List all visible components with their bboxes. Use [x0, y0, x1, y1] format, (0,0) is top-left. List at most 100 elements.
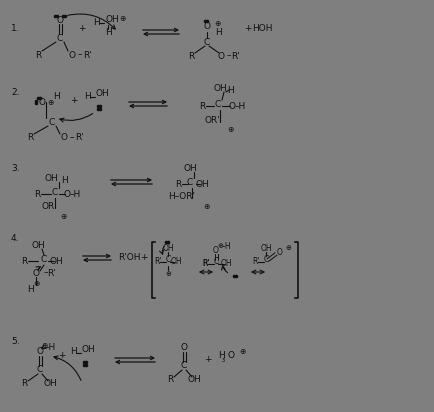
Text: R': R': [202, 260, 210, 269]
Text: 2.: 2.: [11, 87, 20, 96]
Text: H: H: [216, 28, 222, 37]
Text: O: O: [36, 347, 43, 356]
Text: O: O: [56, 16, 63, 24]
Text: R': R': [48, 269, 56, 278]
Text: C: C: [187, 178, 193, 187]
Text: 5.: 5.: [11, 337, 20, 346]
Text: +: +: [204, 356, 212, 365]
Text: R': R': [252, 258, 260, 267]
Text: R': R': [76, 133, 84, 143]
Text: –: –: [78, 51, 82, 59]
Text: R': R': [230, 52, 240, 61]
Text: O: O: [217, 52, 224, 61]
Text: ⊕: ⊕: [214, 19, 220, 28]
Text: ⊕: ⊕: [285, 245, 291, 251]
Text: R: R: [167, 375, 173, 384]
Text: OH: OH: [213, 84, 227, 93]
Text: +: +: [58, 351, 66, 360]
Text: ⊕: ⊕: [203, 201, 209, 211]
Text: ⊕: ⊕: [217, 243, 223, 249]
Text: H: H: [93, 17, 100, 26]
Text: ⊕: ⊕: [227, 126, 233, 134]
Text: –H: –H: [221, 241, 231, 250]
Text: OH: OH: [195, 180, 209, 189]
Text: ⊕: ⊕: [33, 279, 39, 288]
Text: H–OR': H–OR': [168, 192, 195, 201]
Text: +: +: [70, 96, 78, 105]
Text: +: +: [140, 253, 148, 262]
Text: ⊕: ⊕: [41, 342, 47, 351]
Text: ⊕: ⊕: [60, 211, 66, 220]
Text: R: R: [188, 52, 194, 61]
Text: C: C: [41, 255, 47, 264]
Text: C: C: [49, 117, 55, 126]
Text: C: C: [181, 361, 187, 370]
Text: C: C: [57, 33, 63, 42]
Text: –H: –H: [69, 190, 81, 199]
Text: OR': OR': [204, 115, 220, 124]
Text: OH: OH: [170, 258, 182, 267]
Text: O: O: [204, 21, 210, 30]
Text: +: +: [78, 23, 86, 33]
Text: H: H: [70, 347, 77, 356]
Text: OH: OH: [49, 257, 63, 265]
Text: H: H: [53, 91, 59, 101]
Text: R': R': [154, 258, 162, 267]
Text: C: C: [215, 100, 221, 108]
Text: O: O: [60, 133, 68, 143]
Text: O: O: [39, 98, 46, 106]
Text: OH: OH: [96, 89, 110, 98]
Text: OR': OR': [41, 201, 57, 211]
Text: C: C: [52, 187, 58, 197]
Text: OH: OH: [31, 241, 45, 250]
Text: 3.: 3.: [11, 164, 20, 173]
Text: –H: –H: [44, 344, 56, 353]
Text: –: –: [227, 52, 231, 61]
Text: C: C: [214, 258, 219, 267]
Text: OH: OH: [44, 173, 58, 183]
Text: R: R: [21, 257, 27, 265]
Text: R: R: [35, 51, 41, 59]
Text: OH: OH: [82, 344, 96, 353]
Text: –: –: [70, 133, 74, 143]
Text: R'OH: R'OH: [118, 253, 141, 262]
Text: ⊕: ⊕: [165, 271, 171, 277]
Text: OH: OH: [105, 14, 119, 23]
Text: H: H: [105, 28, 112, 37]
Text: R': R': [202, 260, 210, 269]
Text: –H: –H: [234, 101, 246, 110]
Text: O: O: [63, 190, 70, 199]
Text: R: R: [34, 190, 40, 199]
Text: O: O: [228, 351, 235, 360]
Text: 4.: 4.: [11, 234, 20, 243]
Text: O: O: [277, 248, 283, 257]
Text: HOH: HOH: [252, 23, 272, 33]
Text: H: H: [227, 86, 233, 94]
Text: R: R: [175, 180, 181, 189]
Text: O: O: [228, 101, 236, 110]
Text: R': R': [84, 51, 92, 59]
Text: C: C: [37, 365, 43, 375]
Text: H: H: [62, 176, 69, 185]
Text: R: R: [199, 101, 205, 110]
Text: R: R: [21, 379, 27, 389]
Text: H: H: [84, 91, 91, 101]
Text: –: –: [44, 269, 48, 278]
Text: C: C: [263, 255, 269, 265]
Text: O: O: [213, 246, 219, 255]
Text: O: O: [69, 51, 76, 59]
Text: +: +: [244, 23, 252, 33]
Text: C: C: [204, 37, 210, 47]
Text: OH: OH: [162, 243, 174, 253]
Text: H: H: [218, 351, 225, 360]
Text: OH: OH: [43, 379, 57, 389]
Text: ⊕: ⊕: [119, 14, 125, 23]
Text: C: C: [165, 255, 171, 265]
Text: OH: OH: [183, 164, 197, 173]
Text: O: O: [33, 269, 39, 278]
Text: ₃: ₃: [222, 356, 225, 365]
Text: OH: OH: [260, 243, 272, 253]
Text: OH: OH: [187, 375, 201, 384]
Text: ⊕: ⊕: [47, 98, 53, 106]
Text: ⊕: ⊕: [239, 347, 245, 356]
